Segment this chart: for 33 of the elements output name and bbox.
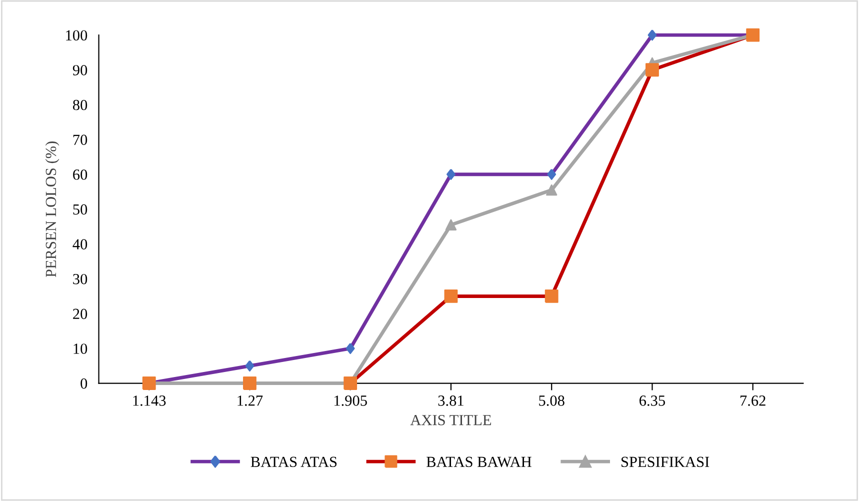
legend-label: BATAS BAWAH bbox=[426, 456, 532, 468]
point bbox=[245, 360, 254, 372]
legend-label: BATAS ATAS bbox=[250, 456, 337, 468]
y-tick-label: 20 bbox=[73, 308, 88, 320]
point bbox=[544, 290, 558, 303]
x-tick-label: 6.35 bbox=[640, 396, 665, 406]
y-tick-label: 60 bbox=[73, 169, 88, 180]
point bbox=[445, 219, 457, 230]
y-tick-label: 80 bbox=[72, 100, 88, 110]
legend-label: SPESIFIKASI bbox=[622, 456, 710, 468]
y-tick-label: 30 bbox=[73, 274, 88, 284]
x-tick-label: 1.905 bbox=[334, 396, 367, 406]
y-tick-label: 100 bbox=[66, 30, 88, 41]
point bbox=[446, 168, 456, 180]
x-tick-label: 1.143 bbox=[133, 396, 166, 406]
point bbox=[546, 184, 558, 196]
x-axis-title: AXIS TITLE bbox=[410, 414, 492, 426]
y-tick-label: 50 bbox=[73, 204, 88, 215]
point bbox=[444, 290, 458, 303]
y-axis-title: PERSEN LOLOS (%) bbox=[45, 142, 60, 278]
y-tick-label: 70 bbox=[73, 134, 88, 145]
point bbox=[547, 168, 556, 180]
y-tick-label: 40 bbox=[72, 239, 88, 250]
y-tick-label: 10 bbox=[74, 344, 88, 354]
x-tick-label: 3.81 bbox=[438, 396, 464, 406]
point bbox=[648, 29, 657, 41]
x-tick-label: 5.08 bbox=[539, 396, 564, 406]
point bbox=[646, 63, 659, 77]
x-tick-label: 7.62 bbox=[740, 396, 766, 406]
y-tick-label: 90 bbox=[72, 65, 88, 76]
y-tick-label: 0 bbox=[80, 378, 88, 389]
x-tick-label: 1.27 bbox=[238, 396, 263, 406]
point bbox=[346, 342, 355, 354]
